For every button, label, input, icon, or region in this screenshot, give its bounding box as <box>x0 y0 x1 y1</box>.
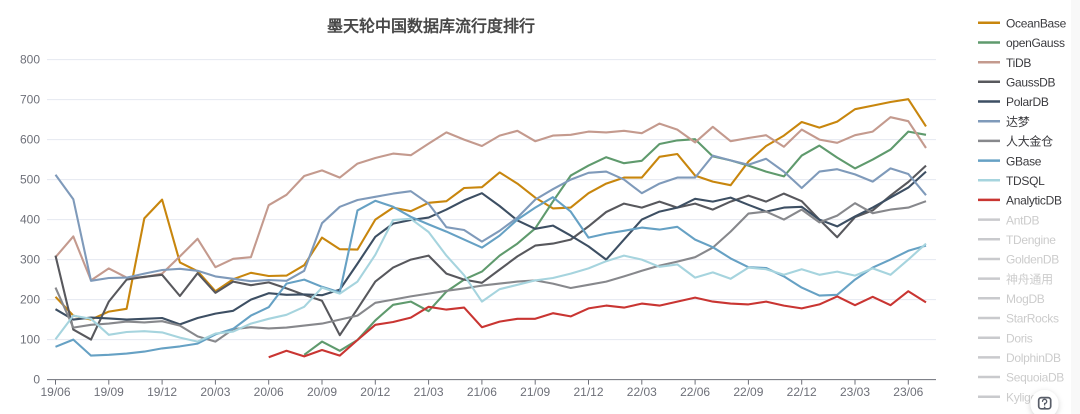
svg-text:200: 200 <box>20 293 40 307</box>
svg-text:TiDB: TiDB <box>1006 56 1031 70</box>
svg-text:20/03: 20/03 <box>200 385 230 399</box>
svg-text:AntDB: AntDB <box>1006 213 1039 227</box>
svg-text:20/12: 20/12 <box>360 385 390 399</box>
svg-text:人大金仓: 人大金仓 <box>1006 134 1053 149</box>
svg-text:19/06: 19/06 <box>40 385 70 399</box>
svg-text:21/06: 21/06 <box>467 385 497 399</box>
svg-text:23/03: 23/03 <box>840 385 870 399</box>
svg-text:AnalyticDB: AnalyticDB <box>1006 194 1062 208</box>
svg-text:800: 800 <box>20 53 40 67</box>
svg-text:达梦: 达梦 <box>1006 115 1030 129</box>
svg-text:700: 700 <box>20 93 40 107</box>
svg-text:19/12: 19/12 <box>147 385 177 399</box>
svg-text:400: 400 <box>20 213 40 227</box>
svg-text:20/06: 20/06 <box>254 385 284 399</box>
svg-text:TDSQL: TDSQL <box>1006 174 1045 188</box>
svg-text:300: 300 <box>20 253 40 267</box>
svg-text:22/12: 22/12 <box>787 385 817 399</box>
svg-text:22/06: 22/06 <box>680 385 710 399</box>
svg-text:神舟通用: 神舟通用 <box>1006 272 1053 286</box>
svg-text:PolarDB: PolarDB <box>1006 95 1049 109</box>
svg-text:21/12: 21/12 <box>573 385 603 399</box>
svg-text:100: 100 <box>20 333 40 347</box>
svg-text:墨天轮中国数据库流行度排行: 墨天轮中国数据库流行度排行 <box>327 17 535 36</box>
svg-text:20/09: 20/09 <box>307 385 337 399</box>
svg-text:TDengine: TDengine <box>1006 233 1056 247</box>
svg-text:21/09: 21/09 <box>520 385 550 399</box>
svg-text:21/03: 21/03 <box>414 385 444 399</box>
svg-text:Doris: Doris <box>1006 331 1033 345</box>
svg-text:GoldenDB: GoldenDB <box>1006 253 1059 267</box>
svg-text:MogDB: MogDB <box>1006 292 1045 306</box>
svg-text:22/03: 22/03 <box>627 385 657 399</box>
svg-text:0: 0 <box>33 373 40 387</box>
svg-text:GaussDB: GaussDB <box>1006 76 1056 90</box>
svg-text:openGauss: openGauss <box>1006 36 1065 50</box>
svg-text:StarRocks: StarRocks <box>1006 312 1059 326</box>
svg-text:600: 600 <box>20 133 40 147</box>
svg-text:23/06: 23/06 <box>893 385 923 399</box>
svg-text:19/09: 19/09 <box>94 385 124 399</box>
svg-text:22/09: 22/09 <box>733 385 763 399</box>
svg-text:SequoiaDB: SequoiaDB <box>1006 371 1064 385</box>
svg-text:OceanBase: OceanBase <box>1006 17 1067 31</box>
svg-text:DolphinDB: DolphinDB <box>1006 351 1061 365</box>
svg-text:GBase: GBase <box>1006 154 1042 168</box>
svg-text:500: 500 <box>20 173 40 187</box>
